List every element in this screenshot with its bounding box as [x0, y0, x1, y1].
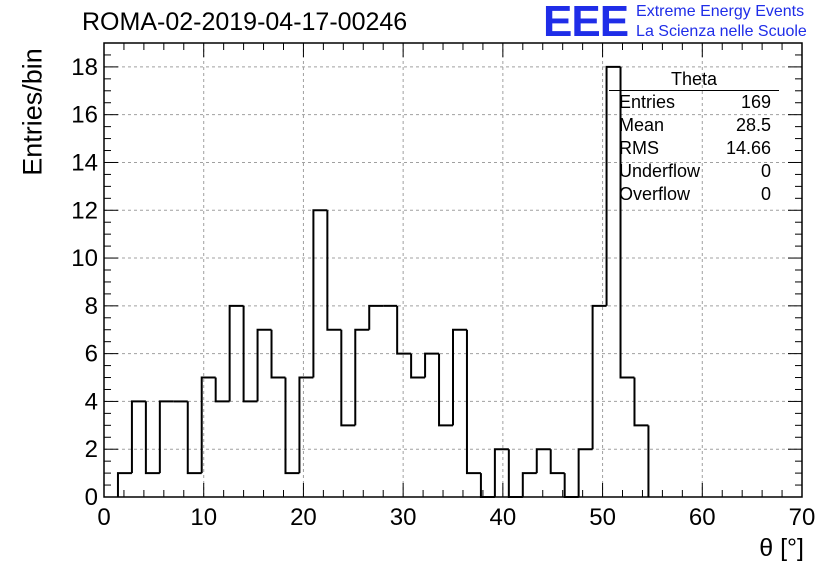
histogram-bin: [410, 353, 426, 379]
histogram-bin: [298, 376, 314, 474]
histogram-bin: [452, 328, 467, 426]
histogram-bin: [340, 329, 356, 427]
histogram-bin: [438, 353, 453, 427]
logo-mark: EEE: [543, 0, 629, 46]
stats-value: 0: [760, 161, 771, 181]
histogram-bin: [507, 449, 523, 498]
histogram-bin: [116, 472, 132, 497]
histogram-bin: [591, 304, 607, 450]
eee-logo: EEE Extreme Energy Events La Scienza nel…: [543, 0, 807, 46]
stats-row-rms: RMS 14.66: [609, 137, 779, 160]
stats-title: Theta: [609, 68, 779, 91]
x-tick-label: 0: [97, 504, 110, 531]
plot-frame: [103, 42, 803, 498]
stats-box: Theta Entries 169 Mean 28.5 RMS 14.66 Un…: [609, 68, 779, 206]
histogram-bin: [577, 448, 593, 497]
histogram-bin: [270, 329, 286, 379]
stats-row-mean: Mean 28.5: [609, 114, 779, 137]
stats-value: 169: [740, 92, 771, 112]
histogram-bin: [493, 448, 509, 497]
logo-text: Extreme Energy Events La Scienza nelle S…: [636, 2, 807, 42]
y-tick-label: 10: [71, 245, 98, 272]
x-axis-label: θ [°]: [759, 534, 804, 562]
histogram-bin: [368, 304, 384, 330]
y-tick-label: 2: [85, 436, 98, 463]
y-tick-label: 18: [71, 54, 98, 81]
histogram-bin: [284, 377, 300, 475]
histogram-bin: [633, 377, 649, 427]
x-tick-label: 10: [190, 504, 217, 531]
histogram-bin: [158, 400, 174, 474]
stats-row-overflow: Overflow 0: [609, 183, 779, 206]
histogram-bin: [563, 473, 579, 498]
histogram-bin: [130, 400, 146, 474]
stats-label: Overflow: [619, 184, 691, 204]
y-tick-label: 6: [85, 341, 98, 368]
histogram-bin: [424, 352, 440, 378]
logo-line-1: Extreme Energy Events: [636, 3, 805, 20]
histogram-bin: [465, 329, 481, 475]
stats-label: Underflow: [619, 161, 701, 181]
y-tick-label: 16: [71, 102, 98, 129]
stats-label: Mean: [619, 115, 665, 135]
stats-row-underflow: Underflow 0: [609, 160, 779, 183]
stats-row-entries: Entries 169: [609, 91, 779, 114]
y-tick-label: 0: [85, 484, 98, 511]
y-tick-label: 12: [71, 197, 98, 224]
histogram-bin: [605, 65, 621, 306]
histogram-bin: [619, 66, 635, 379]
histogram-bin: [256, 328, 272, 402]
histogram-bin: [144, 401, 160, 475]
x-tick-label: 20: [290, 504, 317, 531]
stats-label: Entries: [619, 92, 676, 112]
histogram-bin: [186, 401, 202, 475]
histogram-bin: [228, 304, 244, 402]
histogram-bin: [214, 377, 230, 403]
histogram-bin: [521, 472, 537, 497]
histogram-bin: [242, 305, 258, 403]
histogram-bin: [200, 376, 216, 474]
stats-label: RMS: [619, 138, 659, 158]
x-tick-label: 70: [789, 504, 816, 531]
logo-line-2: La Scienza nelle Scuole: [636, 23, 807, 40]
stats-value: 14.66: [725, 138, 771, 158]
x-tick-label: 50: [589, 504, 616, 531]
y-tick-label: 4: [85, 388, 98, 415]
y-tick-label: 14: [71, 149, 98, 176]
y-axis-label: Entries/bin: [17, 48, 48, 176]
histogram-bin: [326, 210, 342, 331]
histogram-bin: [354, 328, 370, 426]
x-tick-label: 60: [689, 504, 716, 531]
x-tick-label: 40: [490, 504, 517, 531]
histogram-bin: [312, 209, 328, 378]
histogram-bin: [549, 449, 565, 475]
y-tick-label: 8: [85, 293, 98, 320]
stats-value: 28.5: [735, 115, 771, 135]
chart-title: ROMA-02-2019-04-17-00246: [82, 8, 408, 36]
histogram-bin: [396, 305, 412, 355]
x-tick-label: 30: [390, 504, 417, 531]
histogram-bin: [535, 448, 551, 474]
stats-value: 0: [760, 184, 771, 204]
